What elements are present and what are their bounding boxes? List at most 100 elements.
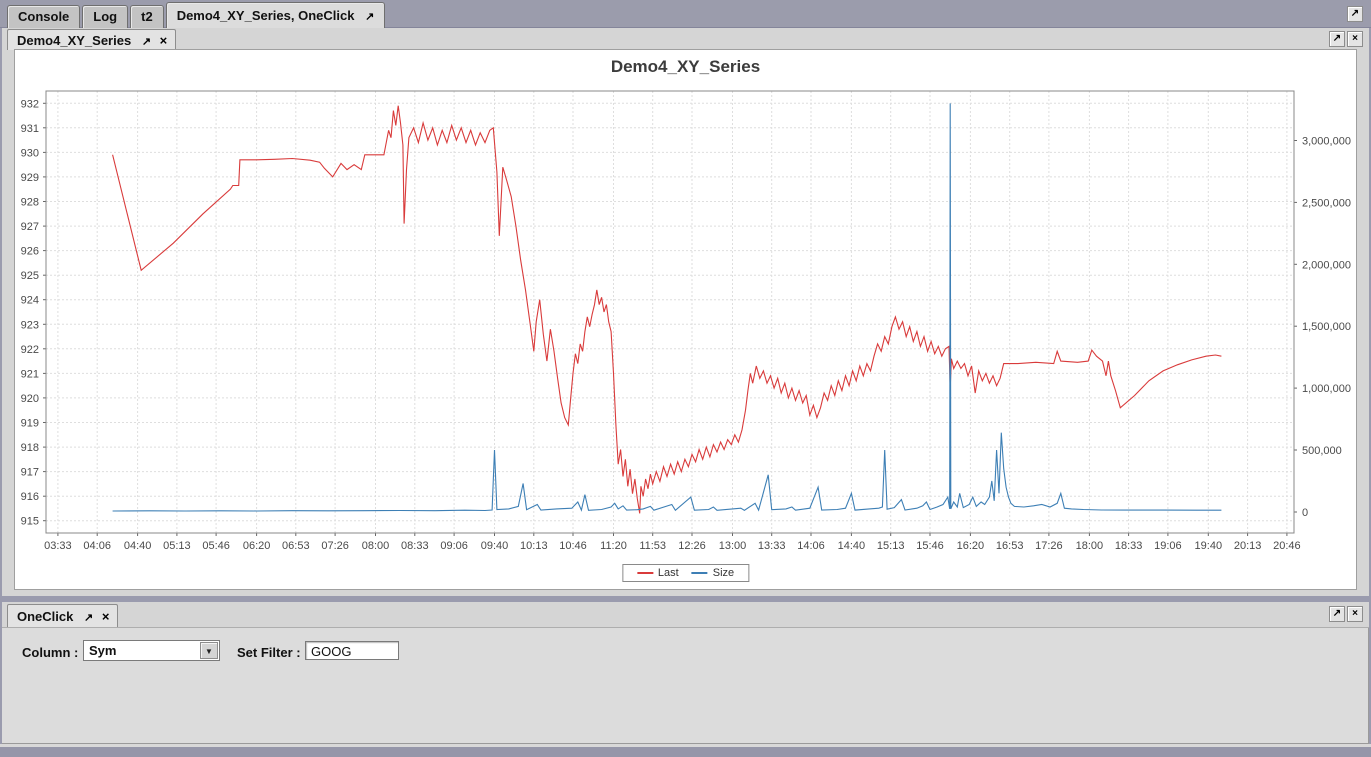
svg-text:05:46: 05:46 — [202, 540, 230, 552]
popout-arrow-icon[interactable]: ↗ — [83, 612, 94, 624]
svg-text:20:46: 20:46 — [1273, 540, 1301, 552]
svg-text:927: 927 — [21, 221, 39, 233]
svg-text:3,000,000: 3,000,000 — [1302, 136, 1351, 148]
tab-oneclick[interactable]: OneClick ↗ × — [7, 604, 119, 627]
legend-label-last: Last — [657, 567, 679, 579]
strip-popout-button[interactable]: ↗ — [1347, 6, 1363, 22]
tab-demo4-oneclick-label: Demo4_XY_Series, OneClick — [176, 8, 355, 23]
svg-text:14:06: 14:06 — [797, 540, 825, 552]
close-icon[interactable]: × — [159, 33, 168, 48]
svg-text:924: 924 — [21, 295, 39, 307]
svg-text:12:26: 12:26 — [678, 540, 706, 552]
svg-text:19:06: 19:06 — [1154, 540, 1182, 552]
svg-text:14:40: 14:40 — [838, 540, 866, 552]
svg-text:09:06: 09:06 — [440, 540, 468, 552]
svg-text:20:13: 20:13 — [1234, 540, 1262, 552]
column-select-value: Sym — [89, 643, 117, 658]
svg-text:08:33: 08:33 — [401, 540, 429, 552]
svg-text:1,500,000: 1,500,000 — [1302, 321, 1351, 333]
svg-text:916: 916 — [21, 491, 39, 503]
legend-label-size: Size — [712, 567, 735, 579]
svg-text:17:26: 17:26 — [1035, 540, 1063, 552]
oneclick-close-button[interactable]: × — [1347, 606, 1363, 622]
svg-text:16:20: 16:20 — [957, 540, 985, 552]
svg-text:920: 920 — [21, 393, 39, 405]
bottom-status-band — [0, 744, 1371, 757]
tab-t2-label: t2 — [141, 9, 153, 24]
svg-text:04:40: 04:40 — [124, 540, 152, 552]
svg-text:918: 918 — [21, 442, 39, 454]
svg-text:15:13: 15:13 — [877, 540, 905, 552]
oneclick-content: Column : Sym ▼ Set Filter : GOOG — [2, 627, 1369, 744]
legend-swatch-last — [636, 572, 653, 575]
chart-popout-button[interactable]: ↗ — [1329, 31, 1345, 47]
column-select[interactable]: Sym ▼ — [83, 640, 220, 661]
svg-text:15:46: 15:46 — [916, 540, 944, 552]
svg-text:921: 921 — [21, 368, 39, 380]
svg-text:07:26: 07:26 — [321, 540, 349, 552]
svg-text:04:06: 04:06 — [83, 540, 111, 552]
chart-canvas: 03:33 04:06 04:40 05:13 05:46 06:20 06:53 07:26… — [21, 90, 1351, 552]
close-icon[interactable]: × — [101, 609, 110, 624]
tab-t2[interactable]: t2 — [130, 5, 164, 28]
set-filter-label: Set Filter : — [237, 645, 301, 660]
tab-oneclick-label: OneClick — [17, 609, 74, 624]
svg-text:11:20: 11:20 — [600, 540, 627, 552]
svg-text:03:33: 03:33 — [44, 540, 72, 552]
svg-text:19:40: 19:40 — [1195, 540, 1223, 552]
tab-log-label: Log — [93, 9, 118, 24]
svg-text:929: 929 — [21, 172, 39, 184]
svg-text:500,000: 500,000 — [1302, 445, 1342, 457]
chart-section: Demo4_XY_Series ↗ × ↗ × Demo4_XY_Series … — [2, 28, 1369, 596]
svg-text:18:00: 18:00 — [1076, 540, 1104, 552]
svg-text:06:20: 06:20 — [243, 540, 271, 552]
legend-item-last: Last — [636, 567, 682, 579]
svg-text:928: 928 — [21, 197, 39, 209]
tab-demo4-oneclick[interactable]: Demo4_XY_Series, OneClick ↗ — [165, 2, 386, 28]
svg-text:05:13: 05:13 — [163, 540, 191, 552]
tab-console[interactable]: Console — [7, 5, 81, 28]
tab-console-label: Console — [18, 9, 70, 24]
svg-text:926: 926 — [21, 246, 39, 258]
svg-text:13:00: 13:00 — [719, 540, 747, 552]
svg-text:11:53: 11:53 — [639, 540, 666, 552]
tab-demo4-xy-series-label: Demo4_XY_Series — [17, 33, 132, 48]
svg-text:10:13: 10:13 — [520, 540, 548, 552]
oneclick-popout-button[interactable]: ↗ — [1329, 606, 1345, 622]
svg-text:915: 915 — [21, 516, 39, 528]
svg-text:2,500,000: 2,500,000 — [1302, 197, 1351, 209]
svg-text:18:33: 18:33 — [1115, 540, 1143, 552]
filter-input[interactable]: GOOG — [305, 641, 399, 660]
svg-text:1,000,000: 1,000,000 — [1302, 383, 1351, 395]
svg-text:932: 932 — [21, 98, 39, 110]
svg-text:10:46: 10:46 — [559, 540, 587, 552]
popout-arrow-icon[interactable]: ↗ — [365, 11, 375, 23]
svg-text:917: 917 — [21, 467, 39, 479]
svg-text:16:53: 16:53 — [996, 540, 1024, 552]
svg-text:09:40: 09:40 — [481, 540, 509, 552]
filter-input-value: GOOG — [311, 644, 352, 659]
svg-text:06:53: 06:53 — [282, 540, 310, 552]
chevron-down-icon[interactable]: ▼ — [200, 642, 218, 659]
chart-title: Demo4_XY_Series — [610, 57, 761, 76]
main-tab-strip: Console Log t2 Demo4_XY_Series, OneClick… — [0, 0, 1371, 28]
svg-text:923: 923 — [21, 319, 39, 331]
svg-text:13:33: 13:33 — [758, 540, 786, 552]
chart-panel: Demo4_XY_Series 03:33 04:06 04:40 05:13 05:4… — [14, 49, 1357, 590]
svg-text:2,000,000: 2,000,000 — [1302, 259, 1351, 271]
column-label: Column : — [22, 645, 79, 660]
svg-text:08:00: 08:00 — [362, 540, 390, 552]
legend-item-size: Size — [691, 567, 735, 579]
popout-arrow-icon[interactable]: ↗ — [141, 36, 152, 48]
svg-text:919: 919 — [21, 418, 39, 430]
svg-text:930: 930 — [21, 147, 39, 159]
legend-swatch-size — [691, 572, 708, 575]
svg-text:931: 931 — [21, 123, 39, 135]
chart-legend: Last Size — [621, 564, 750, 582]
tab-log[interactable]: Log — [82, 5, 129, 28]
svg-text:922: 922 — [21, 344, 39, 356]
tab-demo4-xy-series[interactable]: Demo4_XY_Series ↗ × — [7, 29, 177, 50]
oneclick-section: OneClick ↗ × ↗ × Column : Sym ▼ Set Filt… — [2, 602, 1369, 744]
chart-close-button[interactable]: × — [1347, 31, 1363, 47]
